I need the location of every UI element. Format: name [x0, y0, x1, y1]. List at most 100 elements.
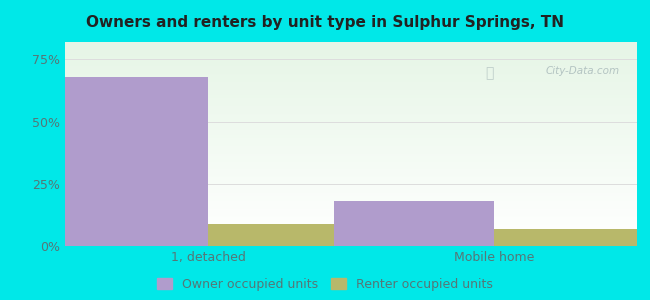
Bar — [65, 116, 637, 117]
Bar — [65, 244, 637, 245]
Bar — [65, 211, 637, 212]
Bar — [65, 54, 637, 55]
Bar — [65, 75, 637, 76]
Bar — [65, 45, 637, 46]
Bar — [65, 98, 637, 99]
Bar — [65, 153, 637, 154]
Bar — [65, 172, 637, 173]
Bar — [65, 185, 637, 186]
Bar — [65, 154, 637, 155]
Bar — [65, 221, 637, 222]
Text: ⦿: ⦿ — [486, 67, 494, 80]
Bar — [65, 91, 637, 92]
Bar — [65, 233, 637, 234]
Bar — [65, 81, 637, 82]
Bar — [65, 86, 637, 87]
Bar — [65, 150, 637, 151]
Bar — [65, 229, 637, 230]
Bar — [65, 147, 637, 148]
Bar — [65, 169, 637, 170]
Bar — [65, 130, 637, 131]
Bar — [65, 164, 637, 165]
Bar — [65, 88, 637, 89]
Bar — [65, 87, 637, 88]
Bar — [65, 111, 637, 112]
Bar — [65, 232, 637, 233]
Bar — [65, 156, 637, 157]
Bar — [65, 197, 637, 198]
Bar — [65, 157, 637, 158]
Bar — [65, 235, 637, 236]
Bar — [65, 141, 637, 142]
Bar — [65, 110, 637, 111]
Bar — [65, 128, 637, 129]
Bar — [65, 62, 637, 63]
Bar — [65, 240, 637, 241]
Bar — [65, 129, 637, 130]
Bar — [65, 175, 637, 176]
Bar — [65, 231, 637, 232]
Bar — [65, 183, 637, 184]
Bar — [65, 67, 637, 68]
Bar — [65, 152, 637, 153]
Bar — [65, 68, 637, 69]
Bar — [65, 95, 637, 96]
Bar — [65, 121, 637, 122]
Bar — [65, 43, 637, 44]
Bar — [65, 190, 637, 191]
Bar — [65, 83, 637, 84]
Bar — [65, 209, 637, 210]
Legend: Owner occupied units, Renter occupied units: Owner occupied units, Renter occupied un… — [157, 278, 493, 291]
Bar — [65, 216, 637, 217]
Bar — [65, 52, 637, 53]
Bar — [65, 243, 637, 244]
Bar — [65, 78, 637, 79]
Bar — [65, 145, 637, 146]
Bar — [65, 137, 637, 138]
Bar — [65, 93, 637, 94]
Bar — [65, 112, 637, 113]
Bar — [65, 188, 637, 189]
Bar — [65, 97, 637, 98]
Bar — [65, 195, 637, 196]
Bar — [65, 132, 637, 133]
Bar — [65, 42, 637, 43]
Bar — [65, 94, 637, 95]
Bar — [65, 113, 637, 114]
Bar — [65, 131, 637, 132]
Bar — [65, 48, 637, 49]
Bar — [65, 225, 637, 226]
Bar — [65, 227, 637, 228]
Bar — [65, 133, 637, 134]
Bar — [65, 106, 637, 107]
Bar — [65, 219, 637, 220]
Bar — [65, 44, 637, 45]
Bar — [65, 85, 637, 86]
Bar — [65, 241, 637, 242]
Bar — [208, 224, 368, 246]
Bar — [65, 196, 637, 197]
Bar — [65, 224, 637, 225]
Bar — [65, 160, 637, 161]
Bar — [65, 61, 637, 62]
Bar — [65, 117, 637, 118]
Bar — [65, 125, 637, 126]
Bar — [334, 201, 494, 246]
Bar — [65, 207, 637, 208]
Bar — [65, 102, 637, 103]
Bar — [65, 99, 637, 100]
Bar — [65, 238, 637, 239]
Bar — [65, 217, 637, 218]
Bar — [65, 194, 637, 195]
Bar — [65, 189, 637, 190]
Bar — [65, 170, 637, 171]
Bar — [65, 135, 637, 136]
Text: City-Data.com: City-Data.com — [546, 67, 620, 76]
Bar — [65, 203, 637, 204]
Bar — [65, 174, 637, 175]
Bar — [65, 143, 637, 144]
Bar — [494, 229, 650, 246]
Bar — [65, 168, 637, 169]
Bar — [65, 202, 637, 203]
Bar — [65, 71, 637, 72]
